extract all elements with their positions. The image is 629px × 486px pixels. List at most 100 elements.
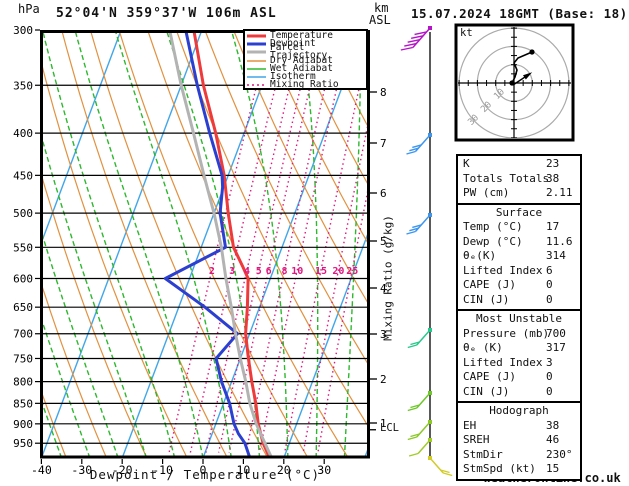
wet-adiabat-line bbox=[300, 31, 319, 457]
index-row: K 23 bbox=[458, 157, 580, 172]
index-value: 0 bbox=[546, 384, 553, 398]
mixing-ratio-value-label: 15 bbox=[315, 266, 327, 277]
dry-adiabat-line bbox=[233, 31, 368, 305]
wind-barb-feather bbox=[408, 452, 419, 457]
pressure-tick-label: 950 bbox=[13, 437, 33, 450]
wind-barb bbox=[407, 420, 432, 441]
index-row: CIN (J) 0 bbox=[458, 385, 580, 400]
datetime-label: 15.07.2024 18GMT (Base: 18) bbox=[411, 6, 628, 21]
wind-barb-feather bbox=[440, 469, 450, 474]
dry-adiabat-line bbox=[43, 394, 67, 457]
wind-barb-feather bbox=[443, 472, 453, 477]
wet-adiabat-line bbox=[43, 31, 176, 457]
indices-section-title: Surface bbox=[495, 205, 543, 219]
wind-barb-feather bbox=[414, 31, 427, 36]
index-row: Totals Totals 38 bbox=[458, 172, 580, 187]
wind-barb-feather bbox=[410, 341, 420, 346]
plot-border bbox=[40, 30, 370, 459]
dry-adiabat-line bbox=[204, 31, 368, 366]
wind-barb bbox=[407, 391, 432, 412]
index-value: 11.6 bbox=[546, 234, 573, 248]
indices-section: K 23 Totals Totals 38 PW (cm) 2.11 bbox=[456, 154, 582, 205]
wind-barb-feather bbox=[412, 144, 422, 149]
index-label: SREH bbox=[463, 433, 490, 446]
km-tick-label: 6 bbox=[380, 187, 387, 200]
legend-item: Temperature bbox=[247, 31, 366, 40]
legend: Temperature Dewpoint Parcel Trajectory Dry … bbox=[243, 29, 368, 90]
indices-section: Most Unstable Pressure (mb) 700 θₑ (K) 317 Li… bbox=[456, 309, 582, 403]
wet-adiabat-line bbox=[231, 31, 289, 457]
index-value: 314 bbox=[546, 249, 566, 262]
isotherm-line bbox=[121, 31, 283, 457]
mixing-ratio-line bbox=[189, 31, 290, 453]
isotherm-line bbox=[43, 31, 122, 241]
mixing-ratio-line bbox=[205, 31, 304, 453]
pressure-tick-label: 400 bbox=[13, 127, 33, 140]
index-label: θₑ(K) bbox=[463, 249, 497, 262]
dry-adiabat-line bbox=[43, 66, 188, 457]
wind-barb-feather bbox=[400, 46, 413, 51]
index-value: 0 bbox=[546, 292, 553, 306]
wind-barb-feather bbox=[406, 150, 416, 155]
index-label: EH bbox=[463, 418, 477, 432]
dry-adiabat-line bbox=[43, 178, 148, 457]
legend-line-sample bbox=[247, 84, 266, 86]
temp-tick-label: 20 bbox=[277, 463, 291, 477]
index-label: CAPE (J) bbox=[463, 370, 516, 383]
index-row: θₑ(K) 314 bbox=[458, 249, 580, 264]
legend-item: Dewpoint bbox=[247, 39, 366, 49]
wind-barb-feather bbox=[410, 433, 420, 438]
temp-tick-label: -40 bbox=[31, 463, 52, 477]
legend-item: Parcel Trajectory bbox=[247, 43, 366, 61]
dry-adiabat-line bbox=[262, 31, 368, 245]
index-label: Lifted Index bbox=[463, 263, 543, 277]
hodograph-unit-label: kt bbox=[460, 27, 473, 39]
indices-section-title: Most Unstable bbox=[475, 312, 563, 325]
pressure-tick-label: 300 bbox=[13, 24, 33, 37]
legend-line-sample bbox=[247, 68, 266, 70]
pressure-tick-label: 750 bbox=[13, 352, 33, 365]
mixing-ratio-line bbox=[168, 31, 271, 453]
km-tick-label: 2 bbox=[380, 373, 387, 386]
legend-item: Dry Adiabat bbox=[247, 55, 366, 65]
wind-barb-feather bbox=[412, 224, 422, 229]
index-label: Dewp (°C) bbox=[463, 234, 523, 248]
index-row: SREH 46 bbox=[458, 433, 580, 448]
indices-panel: K 23 Totals Totals 38 PW (cm) 2.11 Surface Temp… bbox=[456, 154, 582, 481]
indices-section-title: Hodograph bbox=[489, 404, 549, 417]
wind-barb bbox=[407, 328, 432, 349]
index-value: 0 bbox=[546, 370, 553, 383]
mixing-ratio-value-label: 10 bbox=[291, 266, 303, 277]
pressure-tick-label: 900 bbox=[13, 418, 33, 431]
dry-adiabat-line bbox=[90, 31, 268, 457]
mixing-ratio-line bbox=[284, 43, 368, 453]
wind-barb-feather bbox=[410, 35, 424, 39]
wind-barb bbox=[428, 456, 453, 477]
wind-barb-shaft bbox=[417, 439, 431, 454]
lcl-label: LCL bbox=[380, 422, 399, 434]
temp-tick-label: 30 bbox=[317, 463, 331, 477]
wind-barb bbox=[408, 438, 432, 457]
index-value: 38 bbox=[546, 418, 560, 432]
altitude-unit-asl-label: ASL bbox=[369, 13, 391, 27]
wet-adiabat-line bbox=[0, 30, 5, 458]
wet-adiabat-line bbox=[343, 31, 362, 457]
dry-adiabat-line bbox=[61, 31, 228, 457]
storm-motion-arrowhead bbox=[523, 72, 533, 80]
series-dewpoint bbox=[163, 31, 252, 457]
mixing-ratio-value-label: 6 bbox=[266, 266, 272, 277]
index-value: 6 bbox=[546, 263, 553, 277]
wind-barb bbox=[406, 213, 432, 235]
legend-item: Isotherm bbox=[247, 71, 366, 83]
legend-item-label: Parcel Trajectory bbox=[270, 42, 328, 62]
dry-adiabat-line bbox=[43, 287, 107, 457]
dry-adiabat-line bbox=[147, 31, 349, 457]
legend-line-sample bbox=[247, 76, 266, 78]
pressure-tick-label: 450 bbox=[13, 169, 33, 182]
isotherm-line bbox=[43, 31, 203, 456]
index-row: θₑ (K) 317 bbox=[458, 341, 580, 356]
wind-barb-feather bbox=[409, 227, 419, 232]
index-value: 2.11 bbox=[546, 186, 573, 199]
legend-item: Wet Adiabat bbox=[247, 64, 366, 73]
legend-item-label: Isotherm bbox=[270, 71, 316, 83]
